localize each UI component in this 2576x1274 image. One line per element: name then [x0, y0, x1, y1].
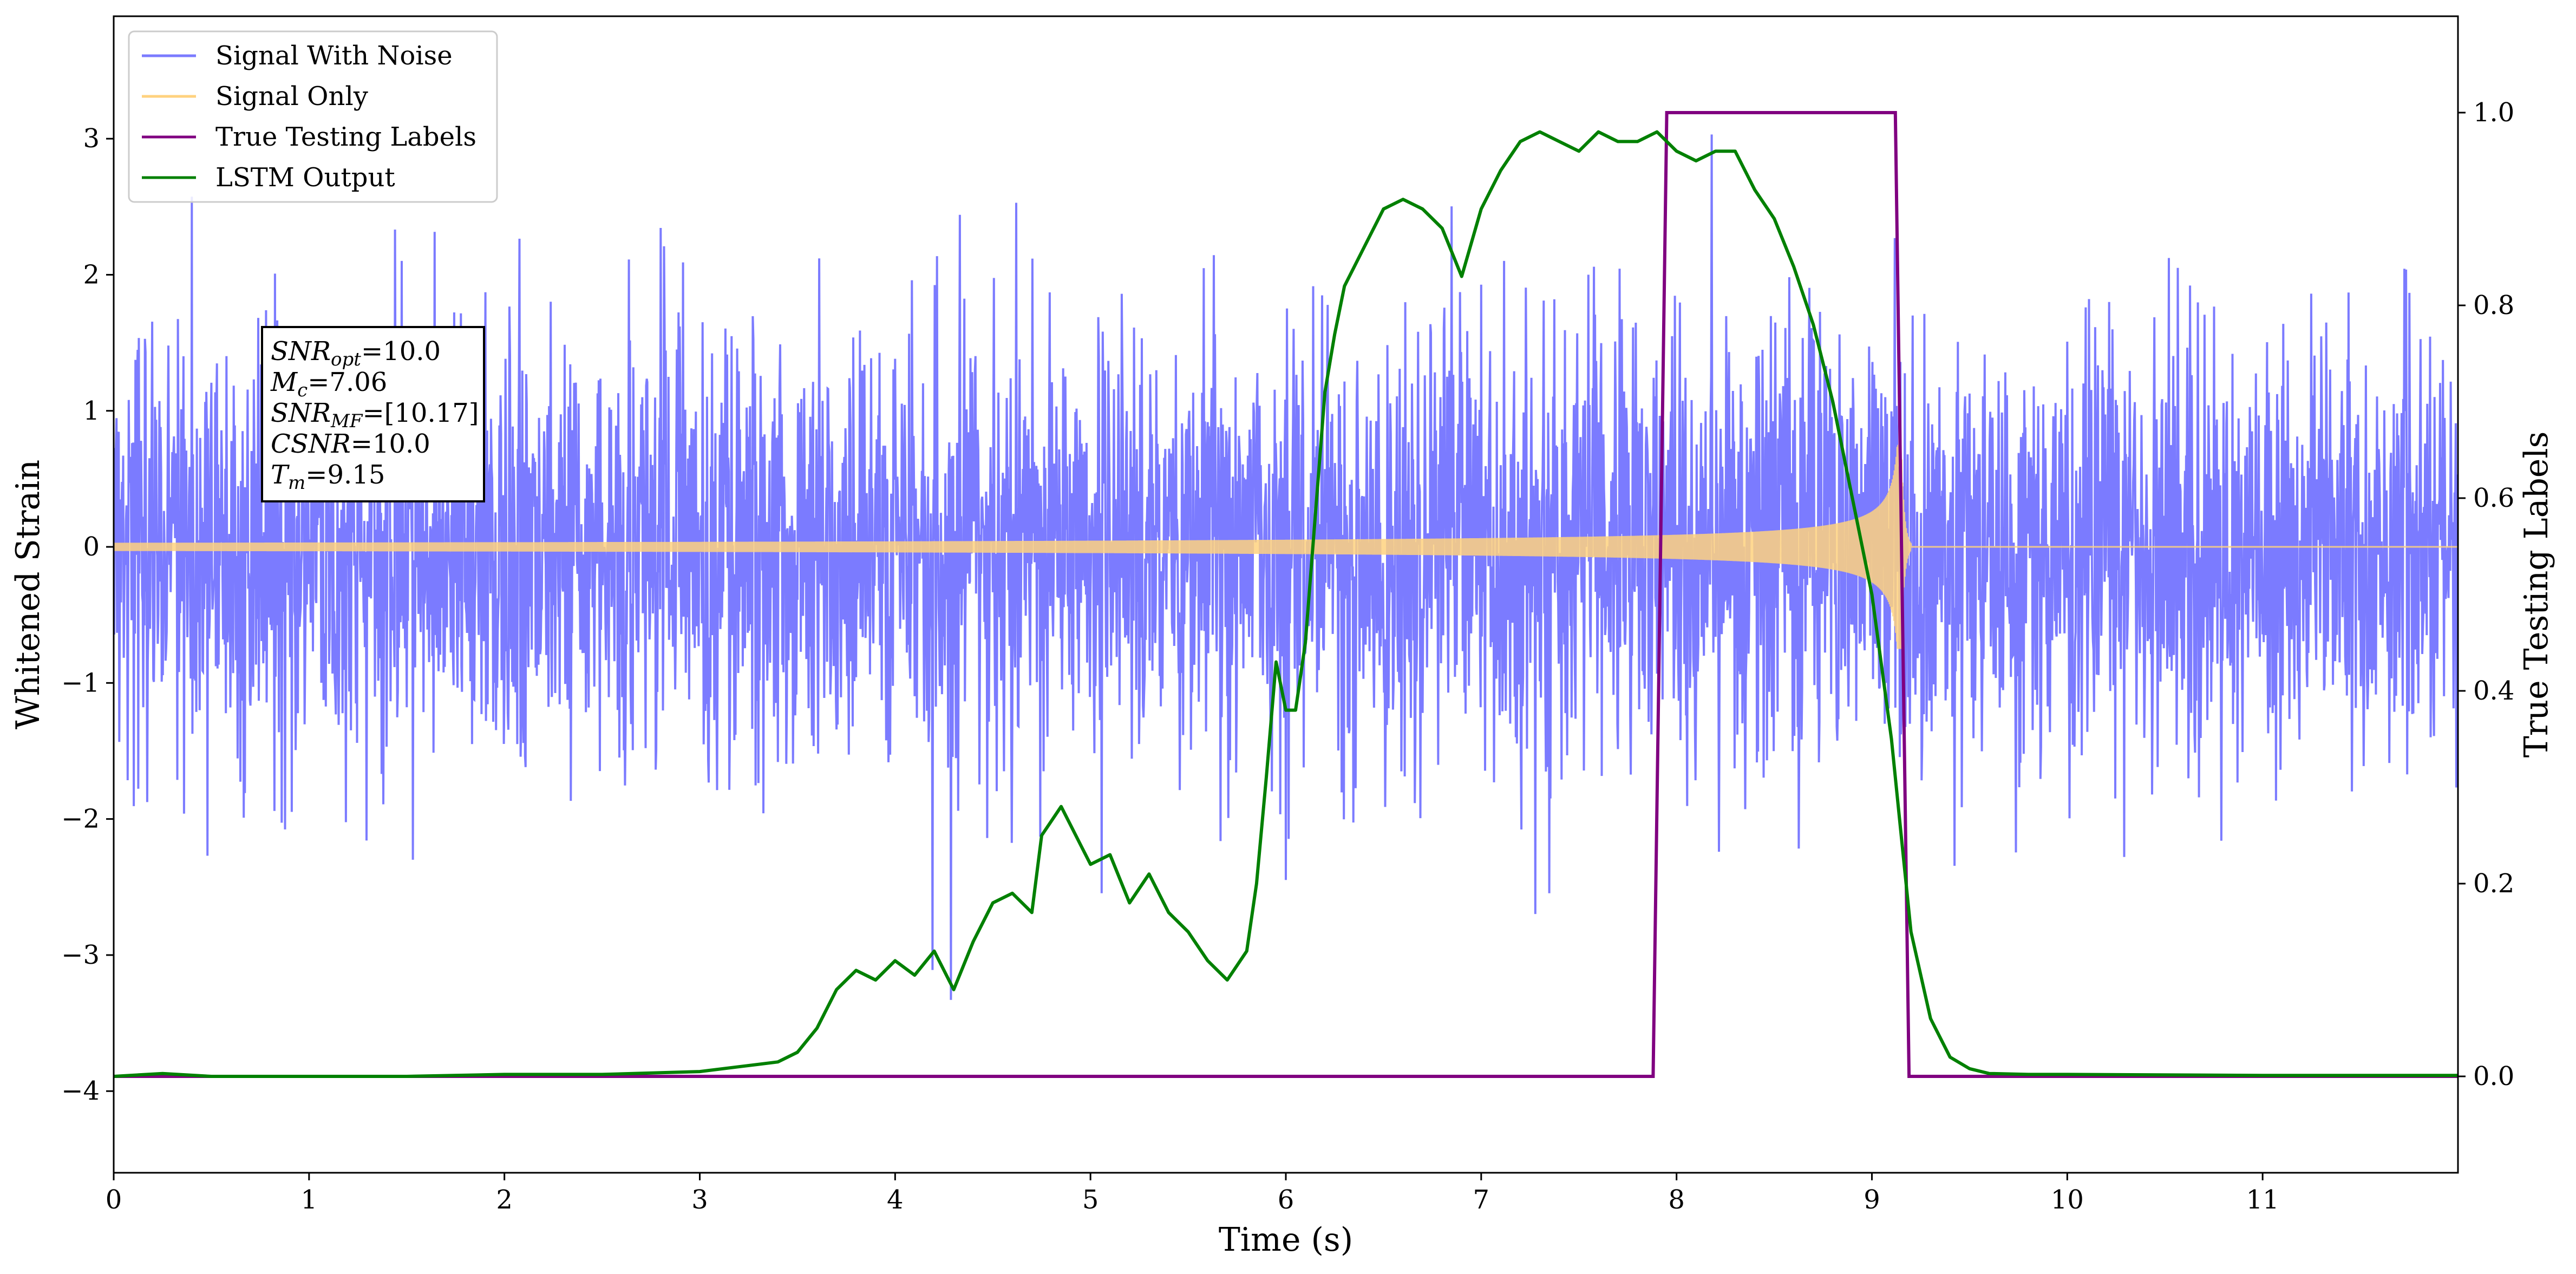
x-tick-label: 0 [106, 1185, 122, 1215]
series-signal-with-noise [114, 134, 2458, 1000]
x-tick-label: 2 [496, 1185, 513, 1215]
series-true-testing-labels [114, 111, 2458, 1078]
x-tick-label: 7 [1473, 1185, 1490, 1215]
y-tick-label: 3 [83, 123, 100, 154]
x-axis-ticks: 0 1 2 3 4 5 6 7 8 9 10 11 [106, 1173, 2279, 1215]
legend-box [128, 30, 498, 203]
y-axis-right-label: True Testing Labels [2518, 432, 2555, 758]
legend-label-signal-with-noise: Signal With Noise [215, 41, 453, 71]
x-tick-label: 10 [2051, 1185, 2084, 1215]
y-axis-right-ticks: 0.0 0.2 0.4 0.6 0.8 1.0 [2458, 97, 2514, 1092]
y-right-tick-label: 1.0 [2473, 97, 2514, 128]
x-axis-label: Time (s) [1219, 1221, 1353, 1259]
x-tick-label: 5 [1082, 1185, 1099, 1215]
y-tick-label: −3 [61, 940, 100, 970]
series-lstm-output [114, 130, 2458, 1078]
x-tick-label: 8 [1668, 1185, 1685, 1215]
y-tick-label: −2 [61, 804, 100, 834]
x-tick-label: 4 [887, 1185, 904, 1215]
y-tick-label: 0 [83, 532, 100, 562]
y-tick-label: 2 [83, 259, 100, 290]
y-right-tick-label: 0.0 [2473, 1061, 2514, 1092]
y-tick-label: 1 [83, 396, 100, 426]
true-testing-labels-line [114, 111, 2458, 1078]
y-axis-label: Whitened Strain [9, 460, 47, 729]
signal-with-noise-line [114, 134, 2458, 1000]
y-tick-label: −1 [61, 668, 100, 698]
y-right-tick-label: 0.8 [2473, 290, 2514, 321]
annotation-line: Tm=9.15 [271, 460, 385, 494]
snr-annotation-box: SNRopt=10.0Mc=7.06SNRMF=[10.17]CSNR=10.0… [261, 326, 485, 502]
y-right-tick-label: 0.6 [2473, 483, 2514, 513]
x-tick-label: 3 [691, 1185, 708, 1215]
legend-label-lstm-output: LSTM Output [215, 162, 395, 193]
legend-label-signal-only: Signal Only [215, 81, 368, 112]
annotation-line: SNRopt=10.0 [271, 336, 441, 370]
x-tick-label: 1 [301, 1185, 318, 1215]
annotation-line: SNRMF=[10.17] [271, 398, 479, 432]
legend-label-true-testing-labels: True Testing Labels [215, 122, 476, 152]
annotation-line: Mc=7.06 [270, 367, 387, 401]
lstm-output-line [114, 130, 2458, 1078]
annotation-frame [261, 326, 485, 502]
series-signal-only [114, 445, 2458, 649]
y-right-tick-label: 0.4 [2473, 676, 2514, 706]
x-tick-label: 11 [2246, 1185, 2279, 1215]
y-tick-label: −4 [61, 1076, 100, 1106]
x-tick-label: 6 [1278, 1185, 1294, 1215]
y-right-tick-label: 0.2 [2473, 868, 2514, 899]
y-axis-ticks: −4 −3 −2 −1 0 1 2 3 [61, 123, 114, 1106]
annotation-line: CSNR=10.0 [271, 429, 430, 459]
legend: Signal With Noise Signal Only True Testi… [128, 30, 498, 203]
x-tick-label: 9 [1864, 1185, 1880, 1215]
signal-only-line [114, 445, 2458, 649]
